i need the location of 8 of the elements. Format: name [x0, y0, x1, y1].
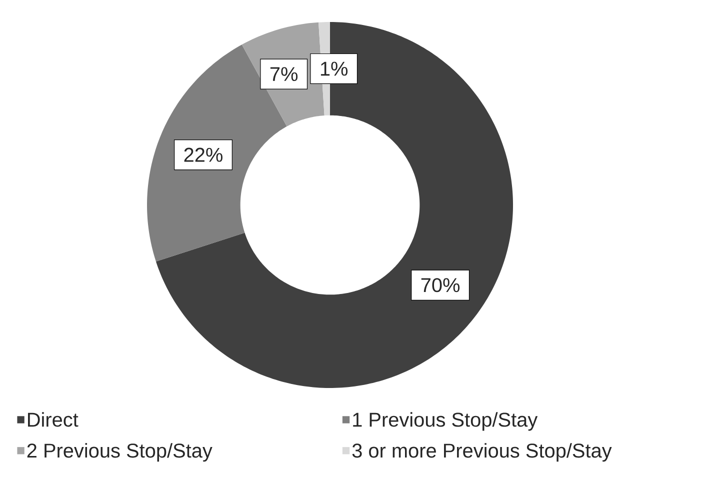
legend-label: 3 or more Previous Stop/Stay: [352, 443, 612, 462]
legend-label: 1 Previous Stop/Stay: [353, 412, 538, 431]
data-label: 1%: [320, 62, 348, 76]
legend-label: 2 Previous Stop/Stay: [27, 443, 212, 462]
data-label: 22%: [184, 148, 222, 162]
data-label: 7%: [270, 67, 298, 82]
data-label: 70%: [421, 278, 460, 292]
legend-label: Direct: [28, 412, 78, 427]
